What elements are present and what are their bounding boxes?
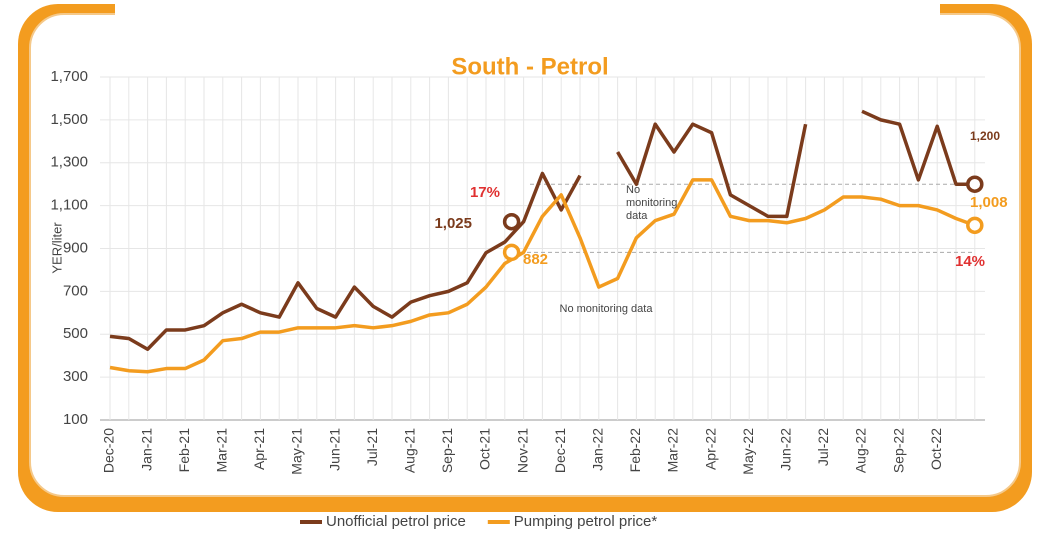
x-tick-label: Jan-21	[138, 428, 154, 471]
legend-label: Unofficial petrol price	[326, 513, 466, 530]
annotation: 882	[523, 251, 548, 268]
y-tick-label: 1,300	[50, 154, 88, 171]
line-series	[109, 178, 976, 374]
x-tick-label: May-22	[740, 428, 756, 475]
y-tick-label: 500	[63, 325, 88, 342]
line-series	[109, 109, 975, 352]
legend-label: Pumping petrol price*	[514, 513, 658, 530]
annotation: No monitoring data	[626, 184, 677, 222]
y-tick-label: 1,700	[50, 68, 88, 85]
x-tick-label: Aug-22	[853, 428, 869, 473]
x-tick-label: Apr-22	[702, 428, 718, 470]
point-marker	[502, 212, 521, 231]
x-tick-label: Jan-22	[590, 428, 606, 471]
y-tick-label: 900	[63, 239, 88, 256]
x-tick-label: Jun-21	[326, 428, 342, 471]
y-tick-label: 700	[63, 282, 88, 299]
x-tick-label: Jun-22	[778, 428, 794, 471]
annotation: 17%	[470, 184, 500, 201]
x-tick-label: Oct-21	[477, 428, 493, 470]
x-tick-label: Aug-21	[402, 428, 418, 473]
point-marker	[502, 243, 521, 262]
x-tick-label: Jul-21	[364, 428, 380, 466]
y-tick-label: 100	[63, 411, 88, 428]
point-marker	[966, 216, 984, 235]
frame-gap	[115, 0, 940, 22]
x-tick-label: May-21	[289, 428, 305, 475]
point-marker	[966, 175, 984, 193]
x-tick-label: Sep-21	[439, 428, 455, 473]
x-tick-label: Nov-21	[514, 428, 530, 473]
y-tick-label: 1,500	[50, 111, 88, 128]
x-tick-label: Dec-21	[552, 428, 568, 473]
x-tick-label: Feb-21	[176, 428, 192, 473]
annotation: No monitoring data	[560, 303, 654, 315]
annotation: 1,025	[434, 215, 472, 232]
x-tick-label: Oct-22	[928, 428, 944, 470]
y-axis-label: YER/liter	[49, 222, 64, 274]
y-tick-label: 300	[63, 368, 88, 385]
chart-title: South - Petrol	[451, 53, 608, 80]
x-tick-label: Apr-21	[251, 428, 267, 470]
annotation: 14%	[955, 253, 985, 270]
x-tick-label: Mar-21	[214, 428, 230, 473]
x-tick-label: Dec-20	[101, 428, 117, 473]
x-tick-label: Sep-22	[890, 428, 906, 473]
annotation: 1,008	[970, 194, 1008, 211]
x-tick-label: Feb-22	[627, 428, 643, 473]
annotation: 1,200	[970, 129, 1000, 143]
y-tick-label: 1,100	[50, 197, 88, 214]
x-tick-label: Jul-22	[815, 428, 831, 466]
x-tick-label: Mar-22	[665, 428, 681, 473]
